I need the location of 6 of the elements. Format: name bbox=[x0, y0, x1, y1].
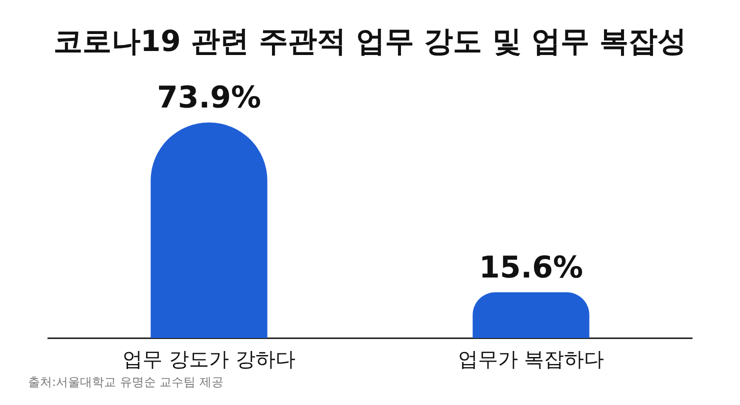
source-note: 출처:서울대학교 유명순 교수팀 제공 bbox=[28, 374, 224, 391]
x-tick-label: 업무 강도가 강하다 bbox=[122, 347, 296, 372]
chart-title: 코로나19 관련 주관적 업무 강도 및 업무 복잡성 bbox=[52, 23, 688, 60]
x-tick-label: 업무가 복잡하다 bbox=[458, 347, 604, 372]
data-label: 15.6% bbox=[478, 250, 584, 286]
data-label: 73.9% bbox=[156, 80, 262, 116]
